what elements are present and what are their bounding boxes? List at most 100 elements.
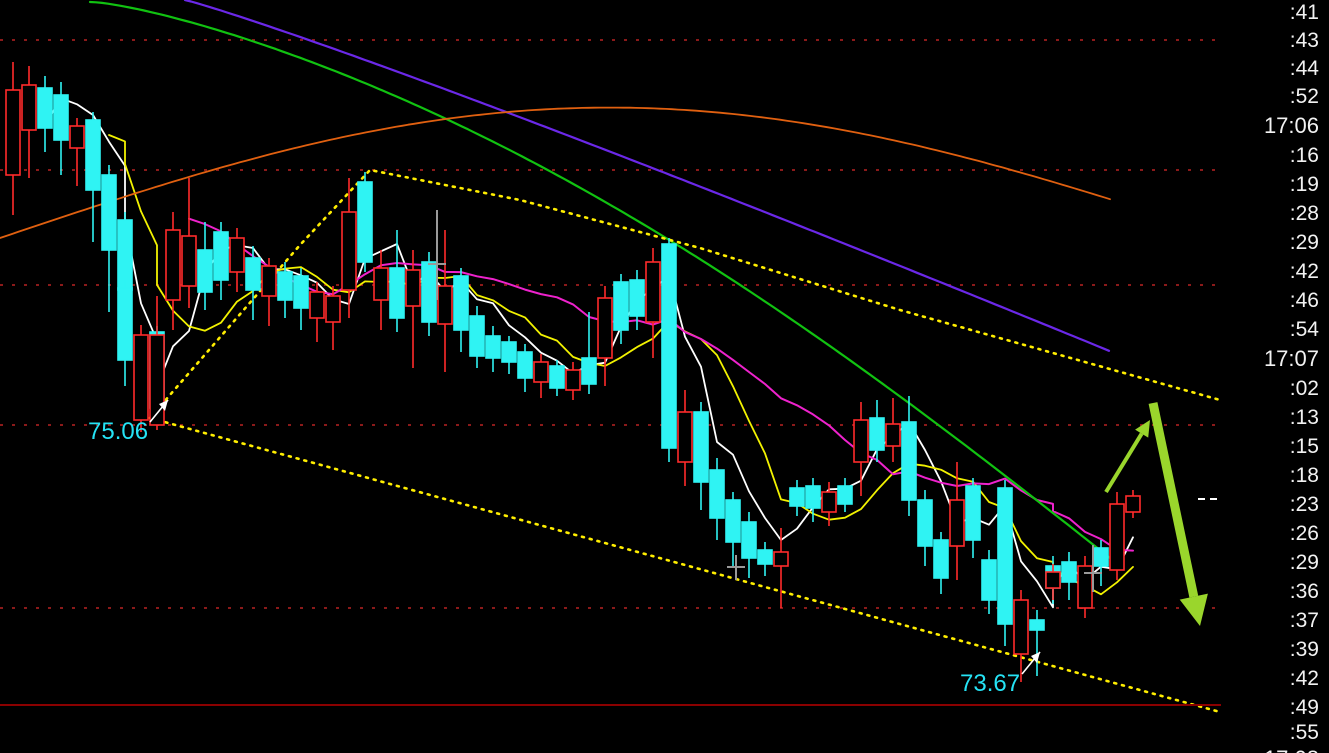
candle-63[interactable] bbox=[981, 550, 997, 614]
candle-57[interactable] bbox=[885, 398, 901, 462]
time-tick-8[interactable]: :29 bbox=[1289, 231, 1319, 254]
time-tick-6[interactable]: :19 bbox=[1289, 173, 1319, 196]
candle-59[interactable] bbox=[917, 490, 933, 566]
candle-13[interactable] bbox=[181, 178, 197, 308]
candle-34[interactable] bbox=[517, 344, 533, 392]
candle-35[interactable] bbox=[533, 354, 549, 398]
candle-14[interactable] bbox=[197, 222, 213, 310]
candle-48[interactable] bbox=[741, 512, 757, 578]
candle-33[interactable] bbox=[501, 336, 517, 374]
candle-15[interactable] bbox=[213, 222, 229, 300]
candle-65[interactable] bbox=[1013, 590, 1029, 682]
candle-25[interactable] bbox=[373, 250, 389, 330]
candle-2[interactable] bbox=[37, 76, 53, 152]
candle-38[interactable] bbox=[581, 312, 597, 394]
candle-66[interactable] bbox=[1029, 610, 1045, 676]
candle-body bbox=[693, 411, 709, 483]
time-tick-13[interactable]: :02 bbox=[1289, 377, 1319, 400]
candle-11[interactable] bbox=[149, 296, 165, 430]
candle-0[interactable] bbox=[5, 62, 21, 215]
candle-64[interactable] bbox=[997, 480, 1013, 646]
time-tick-14[interactable]: :13 bbox=[1289, 406, 1319, 429]
candle-19[interactable] bbox=[277, 262, 293, 318]
time-tick-16[interactable]: :18 bbox=[1289, 464, 1319, 487]
candle-4[interactable] bbox=[69, 118, 85, 186]
time-tick-11[interactable]: :54 bbox=[1289, 318, 1319, 341]
candle-52[interactable] bbox=[805, 478, 821, 522]
candle-53[interactable] bbox=[821, 482, 837, 526]
time-tick-22[interactable]: :39 bbox=[1289, 638, 1319, 661]
candle-61[interactable] bbox=[949, 462, 965, 580]
candle-37[interactable] bbox=[565, 362, 581, 400]
candle-22[interactable] bbox=[325, 286, 341, 350]
time-tick-17[interactable]: :23 bbox=[1289, 493, 1319, 516]
candle-68[interactable] bbox=[1045, 564, 1061, 600]
candle-29[interactable] bbox=[437, 230, 453, 372]
candle-3[interactable] bbox=[53, 82, 69, 175]
candle-47[interactable] bbox=[725, 492, 741, 566]
candle-26[interactable] bbox=[389, 230, 405, 332]
candle-73[interactable] bbox=[1125, 490, 1141, 518]
time-tick-3[interactable]: :52 bbox=[1289, 85, 1319, 108]
time-axis-panel[interactable]: :41 :43 :44 :52 17:06 :16 :19 :28 :29 :42 :46 :54 17… bbox=[1221, 0, 1329, 753]
candle-51[interactable] bbox=[789, 480, 805, 516]
candle-58[interactable] bbox=[901, 396, 917, 516]
time-tick-21[interactable]: :37 bbox=[1289, 609, 1319, 632]
time-tick-23[interactable]: :42 bbox=[1289, 667, 1319, 690]
candle-32[interactable] bbox=[485, 326, 501, 372]
candle-24[interactable] bbox=[357, 172, 373, 272]
candle-20[interactable] bbox=[293, 268, 309, 330]
time-tick-4[interactable]: 17:06 bbox=[1263, 113, 1319, 138]
candle-60[interactable] bbox=[933, 532, 949, 594]
time-tick-5[interactable]: :16 bbox=[1289, 144, 1319, 167]
time-tick-7[interactable]: :28 bbox=[1289, 202, 1319, 225]
candle-6[interactable] bbox=[101, 165, 117, 312]
candle-43[interactable] bbox=[661, 238, 677, 462]
candle-16[interactable] bbox=[229, 228, 245, 292]
candle-70[interactable] bbox=[1077, 556, 1093, 618]
candle-49[interactable] bbox=[757, 542, 773, 576]
candle-41[interactable] bbox=[629, 270, 645, 330]
candle-56[interactable] bbox=[869, 400, 885, 462]
time-tick-9[interactable]: :42 bbox=[1289, 260, 1319, 283]
candle-30[interactable] bbox=[453, 268, 469, 352]
candle-46[interactable] bbox=[709, 458, 725, 540]
candle-44[interactable] bbox=[677, 390, 693, 486]
time-tick-15[interactable]: :15 bbox=[1289, 435, 1319, 458]
price-plot-area[interactable]: 75.06 73.67 bbox=[0, 0, 1221, 753]
time-tick-25[interactable]: :55 bbox=[1289, 721, 1319, 744]
candle-8[interactable] bbox=[117, 280, 133, 386]
candle-71[interactable] bbox=[1093, 540, 1109, 586]
candle-39[interactable] bbox=[597, 286, 613, 386]
time-tick-26[interactable]: 17:08 bbox=[1264, 748, 1319, 753]
time-tick-18[interactable]: :26 bbox=[1289, 522, 1319, 545]
candle-31[interactable] bbox=[469, 306, 485, 368]
time-tick-24[interactable]: :49 bbox=[1289, 696, 1319, 719]
candle-50[interactable] bbox=[773, 528, 789, 608]
candle-45[interactable] bbox=[693, 402, 709, 510]
candle-21[interactable] bbox=[309, 282, 325, 342]
time-tick-12[interactable]: 17:07 bbox=[1263, 346, 1319, 371]
candle-17[interactable] bbox=[245, 246, 261, 320]
time-tick-2[interactable]: :44 bbox=[1289, 57, 1319, 80]
time-tick-20[interactable]: :36 bbox=[1289, 580, 1319, 603]
candle-69[interactable] bbox=[1061, 552, 1077, 600]
time-tick-19[interactable]: :29 bbox=[1289, 551, 1319, 574]
candle-72[interactable] bbox=[1109, 492, 1125, 580]
candle-5[interactable] bbox=[85, 112, 101, 242]
candle-42[interactable] bbox=[645, 248, 661, 358]
candle-18[interactable] bbox=[261, 258, 277, 326]
candle-12[interactable] bbox=[165, 212, 181, 330]
candle-36[interactable] bbox=[549, 360, 565, 396]
candle-40[interactable] bbox=[613, 274, 629, 344]
candle-54[interactable] bbox=[837, 478, 853, 512]
candle-23[interactable] bbox=[341, 178, 357, 318]
candle-55[interactable] bbox=[853, 402, 869, 496]
candle-27[interactable] bbox=[405, 250, 421, 368]
time-tick-0[interactable]: :41 bbox=[1289, 1, 1319, 24]
time-tick-10[interactable]: :46 bbox=[1289, 289, 1319, 312]
candle-62[interactable] bbox=[965, 478, 981, 558]
candle-1[interactable] bbox=[21, 66, 37, 178]
candle-9[interactable] bbox=[133, 325, 149, 432]
time-tick-1[interactable]: :43 bbox=[1289, 29, 1319, 52]
